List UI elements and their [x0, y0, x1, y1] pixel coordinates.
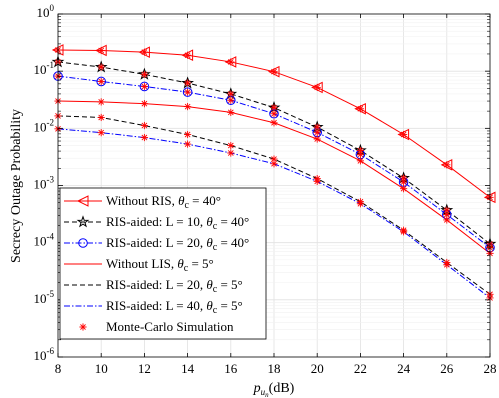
y-tick-label: 10-4	[34, 232, 55, 249]
data-point-marker	[443, 216, 451, 224]
data-point-marker	[140, 82, 148, 91]
data-point-marker	[270, 68, 278, 76]
y-axis-label: Secrecy Outage Probability	[9, 109, 24, 263]
y-tick-label: 10-5	[34, 289, 55, 306]
x-tick-label: 22	[354, 361, 367, 376]
legend-label: Without LIS, θc = 5°	[106, 256, 214, 274]
data-point-marker	[78, 238, 88, 248]
data-point-marker	[140, 48, 148, 56]
data-point-marker	[270, 104, 278, 112]
data-point-marker	[270, 119, 278, 127]
legend-label: Without RIS, θc = 40°	[106, 193, 221, 211]
data-point-marker	[356, 200, 364, 208]
legend-entry: RIS-aided: L = 40, θc = 5°	[64, 298, 243, 316]
x-tick-label: 12	[138, 361, 151, 376]
series-line	[57, 115, 491, 295]
data-point-marker	[76, 215, 90, 228]
legend-label: RIS-aided: L = 40, θc = 5°	[106, 298, 243, 316]
x-tick-label: 14	[181, 361, 195, 376]
data-point-marker	[443, 161, 451, 169]
y-tick-label: 10-6	[34, 346, 55, 363]
legend-label: RIS-aided: L = 10, θc = 40°	[106, 214, 249, 232]
data-point-marker	[313, 83, 321, 92]
data-point-marker	[400, 185, 408, 193]
data-point-marker	[270, 155, 278, 163]
y-tick-label: 100	[37, 3, 55, 20]
data-point-marker	[270, 110, 278, 118]
x-tick-label: 24	[397, 361, 411, 376]
data-point-marker	[184, 102, 192, 111]
legend-label: RIS-aided: L = 20, θc = 5°	[106, 277, 243, 295]
data-point-marker	[270, 160, 278, 168]
x-tick-labels: 8 10 12 14 16 18 20 22 24 26 28	[55, 361, 497, 376]
data-point-marker	[97, 98, 105, 106]
data-point-marker	[313, 128, 321, 136]
series-line	[57, 61, 491, 245]
x-tick-label: 28	[484, 361, 497, 376]
x-tick-label: 10	[95, 361, 108, 376]
legend-entry: RIS-aided: L = 10, θc = 40°	[64, 214, 249, 232]
data-point-marker	[227, 149, 235, 157]
data-point-marker	[182, 87, 193, 97]
data-point-marker	[356, 150, 364, 158]
data-point-marker	[313, 135, 321, 143]
y-tick-label: 10-1	[34, 60, 55, 77]
data-point-marker	[184, 79, 192, 87]
data-point-marker	[443, 210, 451, 219]
data-point-marker	[76, 195, 89, 207]
data-point-marker	[400, 178, 408, 186]
legend-entry: RIS-aided: L = 20, θc = 5°	[64, 277, 243, 295]
legend-entry: Monte-Carlo Simulation	[79, 319, 234, 334]
legend: Without RIS, θc = 40° RIS-aided: L = 10, …	[59, 187, 267, 340]
data-point-marker	[79, 323, 87, 331]
legend-label: Monte-Carlo Simulation	[106, 319, 234, 334]
data-point-marker	[140, 70, 148, 78]
y-tick-label: 10-2	[34, 117, 55, 134]
data-point-marker	[313, 177, 321, 185]
data-point-marker	[400, 130, 408, 139]
data-point-marker	[227, 90, 235, 98]
legend-entry: Without RIS, θc = 40°	[64, 193, 221, 211]
data-point-marker	[400, 228, 408, 236]
data-point-marker	[184, 140, 192, 148]
data-point-marker	[97, 77, 105, 86]
data-point-marker	[443, 261, 451, 269]
data-point-marker	[140, 133, 148, 142]
data-point-marker	[184, 88, 192, 96]
data-point-marker	[97, 46, 105, 55]
data-point-marker	[97, 113, 105, 122]
x-tick-label: 20	[311, 361, 324, 376]
x-tick-label: 26	[440, 361, 454, 376]
data-point-marker	[97, 129, 105, 137]
data-point-marker	[184, 130, 192, 139]
data-point-marker	[140, 121, 148, 130]
legend-entry: RIS-aided: L = 20, θc = 40°	[64, 235, 249, 253]
y-tick-label: 10-3	[34, 175, 55, 192]
y-tick-labels: 10-6 10-5 10-4 10-3 10-2 10-1 100	[34, 3, 55, 363]
data-point-marker	[227, 58, 235, 66]
x-tick-label: 16	[224, 361, 238, 376]
data-point-marker	[140, 100, 148, 108]
data-point-marker	[227, 141, 235, 150]
data-point-marker	[227, 96, 235, 104]
data-point-marker	[139, 81, 150, 92]
data-point-marker	[356, 157, 364, 165]
legend-label: RIS-aided: L = 20, θc = 40°	[106, 235, 249, 253]
legend-entry: Without LIS, θc = 5°	[64, 256, 214, 274]
data-point-marker	[97, 63, 105, 71]
x-axis-label: pun(dB)	[253, 381, 295, 398]
x-tick-label: 18	[268, 361, 281, 376]
data-point-marker	[227, 108, 235, 116]
data-point-marker	[184, 51, 192, 59]
x-tick-label: 8	[55, 361, 62, 376]
data-point-marker	[96, 76, 106, 87]
data-point-marker	[356, 105, 364, 113]
